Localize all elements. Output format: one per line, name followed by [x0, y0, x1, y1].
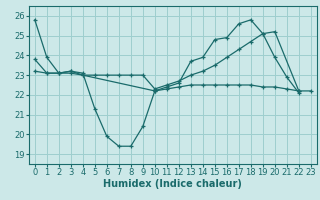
X-axis label: Humidex (Indice chaleur): Humidex (Indice chaleur) — [103, 179, 242, 189]
